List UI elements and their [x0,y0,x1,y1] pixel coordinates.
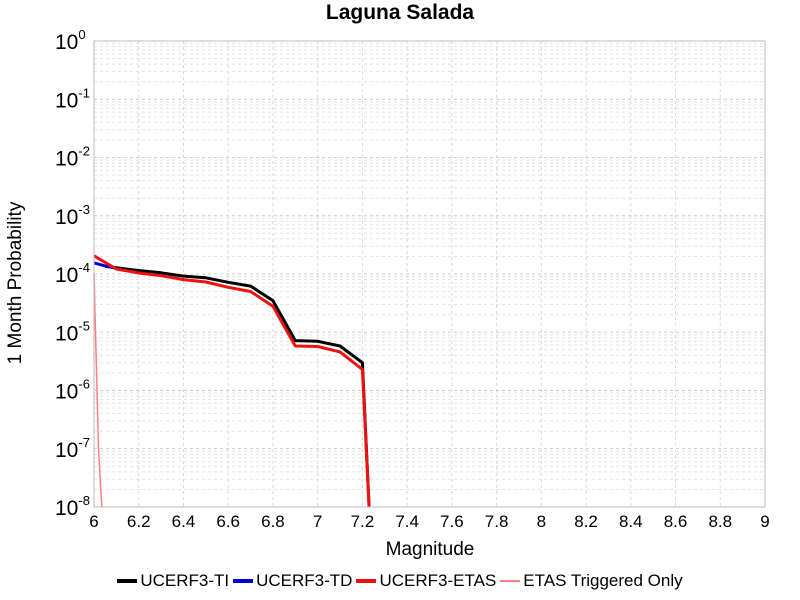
y-tick-label: 10-7 [55,435,90,462]
series-line-etas-triggered-only [93,273,103,508]
y-tick-label: 10-1 [55,85,90,112]
x-tick-label: 7.8 [485,512,509,531]
x-tick-label: 8 [537,512,546,531]
x-tick-label: 7.4 [395,512,419,531]
x-axis-label: Magnitude [386,539,475,560]
legend-swatch [117,579,138,583]
legend-label: UCERF3-TI [140,571,230,590]
x-tick-label: 7 [313,512,322,531]
x-tick-labels: 6 6.2 6.4 6.6 6.8 7 7.2 7.4 7.6 7.8 8 8.2 8.4 8.6 8.8 9 [89,512,769,531]
y-tick-label: 10-4 [55,260,90,287]
plot-border [93,40,766,508]
y-axis-label: 1 Month Probability [5,201,26,364]
x-tick-label: 8.6 [664,512,688,531]
y-tick-label: 10-3 [55,202,90,229]
legend: UCERF3-TI UCERF3-TD UCERF3-ETAS ETAS Trigge… [0,568,800,594]
x-tick-label: 7.2 [351,512,375,531]
series-line-ucerf3-etas [93,254,371,508]
series-line-ucerf3-ti [105,264,371,508]
x-tick-label: 8.4 [619,512,643,531]
legend-item-ucerf3-td: UCERF3-TD [233,571,352,591]
y-tick-label: 10-8 [55,493,90,520]
y-tick-label: 10-5 [55,318,90,345]
x-tick-label: 6.8 [261,512,285,531]
legend-item-ucerf3-etas: UCERF3-ETAS [356,571,496,591]
x-tick-label: 8.8 [708,512,732,531]
legend-swatch [233,579,254,583]
x-tick-label: 6.4 [172,512,196,531]
legend-item-ucerf3-ti: UCERF3-TI [117,571,229,591]
y-tick-label: 10-2 [55,144,90,171]
legend-label: UCERF3-ETAS [379,571,497,590]
x-tick-label: 6.6 [216,512,240,531]
y-tick-label: 10-6 [55,377,90,404]
y-tick-label: 100 [55,27,86,54]
legend-swatch [356,579,377,583]
x-tick-label: 8.2 [574,512,598,531]
legend-swatch [500,580,521,582]
x-tick-label: 6.2 [127,512,151,531]
legend-item-etas-triggered-only: ETAS Triggered Only [500,571,683,591]
x-tick-label: 6 [89,512,98,531]
chart-title: Laguna Salada [326,1,475,24]
x-tick-label: 9 [760,512,769,531]
series-layer [93,254,371,508]
y-tick-labels: 100 10-1 10-2 10-3 10-4 10-5 10-6 10-7 10-8 [55,27,90,520]
legend-label: UCERF3-TD [256,571,353,590]
grid [93,41,766,508]
x-tick-label: 7.6 [440,512,464,531]
legend-label: ETAS Triggered Only [523,571,683,590]
